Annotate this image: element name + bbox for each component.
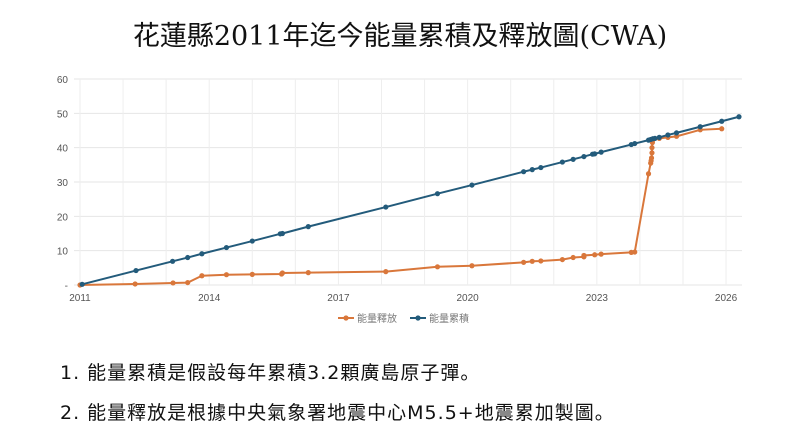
data-point (598, 149, 604, 155)
y-tick-label: 30 (57, 178, 69, 189)
note-2: 2. 能量釋放是根據中央氣象署地震中心M5.5+地震累加製圖。 (60, 402, 615, 424)
data-point (434, 264, 441, 270)
data-point (665, 132, 671, 138)
data-point (656, 134, 662, 140)
data-point (223, 272, 230, 278)
legend-label: 能量累積 (429, 312, 469, 325)
y-tick-label: - (65, 281, 68, 292)
legend-marker (415, 315, 421, 321)
data-point (570, 156, 576, 162)
x-tick-label: 2020 (457, 293, 480, 304)
data-point (632, 140, 638, 147)
data-point (697, 124, 703, 130)
data-point (305, 224, 311, 230)
data-point (632, 249, 638, 255)
data-point (648, 155, 655, 161)
data-point (185, 254, 191, 261)
data-point (305, 270, 311, 276)
chart: - 10 20 30 40 50 60 2011 2014 2017 2020 2023 2026 能量釋… (57, 75, 742, 325)
y-tick-label: 50 (57, 109, 69, 120)
data-point (592, 151, 598, 157)
data-point (469, 182, 475, 188)
data-point (559, 159, 565, 165)
data-point (649, 145, 655, 151)
y-tick-label: 10 (57, 247, 69, 258)
y-tick-label: 40 (57, 144, 69, 155)
data-point (133, 267, 139, 274)
x-tick-label: 2017 (327, 293, 350, 304)
data-point (199, 273, 205, 279)
series-line-1 (81, 115, 740, 286)
data-point (529, 258, 535, 264)
data-point (592, 252, 598, 258)
data-point (736, 114, 742, 120)
data-point (719, 118, 725, 124)
data-point (529, 167, 535, 173)
chart-title: 花蓮縣2011年迄今能量累積及釋放圖(CWA) (132, 21, 668, 52)
data-point (79, 281, 85, 287)
data-point (581, 153, 587, 160)
data-point (649, 150, 655, 156)
data-point (170, 258, 176, 264)
legend-label: 能量釋放 (357, 312, 397, 325)
x-tick-label: 2014 (198, 293, 221, 304)
data-point (645, 171, 652, 177)
data-point (598, 251, 604, 257)
data-point (538, 258, 544, 264)
data-point (170, 280, 176, 286)
x-tick-label: 2011 (69, 293, 91, 304)
data-point (652, 135, 658, 141)
legend-marker (343, 315, 349, 321)
data-point (199, 251, 205, 257)
y-tick-label: 20 (57, 212, 69, 223)
data-point (469, 263, 475, 269)
data-point (521, 259, 527, 265)
data-point (570, 254, 576, 261)
series-line-0 (79, 127, 722, 286)
data-point (249, 238, 255, 244)
data-point (538, 164, 544, 171)
data-point (279, 230, 286, 237)
x-tick-label: 2026 (715, 293, 738, 304)
data-point (249, 271, 255, 277)
data-point (559, 256, 565, 263)
data-point (581, 252, 587, 259)
data-point (434, 191, 441, 197)
y-tick-label: 60 (57, 75, 69, 86)
data-point (673, 130, 680, 136)
note-1: 1. 能量累積是假設每年累積3.2顆廣島原子彈。 (60, 362, 481, 384)
data-point (223, 244, 230, 251)
data-point (383, 269, 389, 275)
data-point (383, 204, 389, 210)
data-point (132, 281, 138, 287)
data-point (521, 169, 527, 175)
x-tick-label: 2023 (586, 293, 609, 304)
data-point (185, 279, 191, 286)
data-point (719, 126, 725, 132)
data-point (279, 270, 286, 276)
